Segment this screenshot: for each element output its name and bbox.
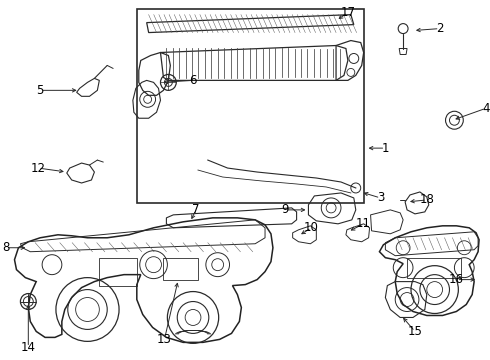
Text: 13: 13 [157, 333, 172, 346]
Text: 8: 8 [2, 241, 9, 254]
Bar [407, 258, 461, 278]
Text: 1: 1 [382, 141, 389, 155]
Text: 6: 6 [189, 74, 197, 87]
Text: 9: 9 [281, 203, 289, 216]
Bar [164, 258, 198, 280]
Text: 2: 2 [436, 22, 443, 35]
Text: 4: 4 [482, 102, 490, 115]
Text: 5: 5 [36, 84, 44, 97]
Text: 14: 14 [21, 341, 36, 354]
Bar [99, 258, 137, 285]
Text: 15: 15 [408, 325, 422, 338]
Text: 10: 10 [304, 221, 319, 234]
Text: 17: 17 [341, 6, 355, 19]
Bar [137, 9, 364, 203]
Text: 11: 11 [356, 217, 371, 230]
Text: 12: 12 [31, 162, 46, 175]
Text: 18: 18 [419, 193, 434, 206]
Text: 7: 7 [192, 203, 200, 216]
Text: 16: 16 [449, 273, 464, 286]
Text: 3: 3 [377, 192, 384, 204]
